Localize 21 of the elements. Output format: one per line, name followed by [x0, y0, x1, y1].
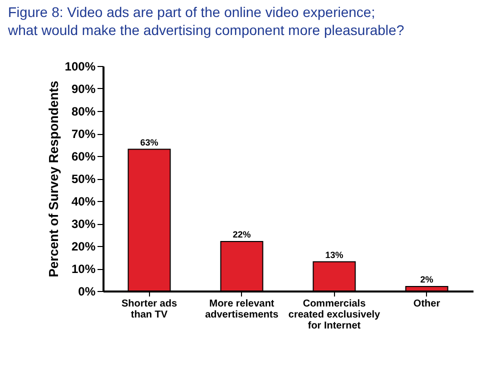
y-tick-label: 90% [71, 82, 96, 96]
y-tick-label: 80% [71, 104, 96, 118]
y-tick-label: 100% [64, 60, 96, 74]
data-label: 2% [420, 274, 434, 284]
x-tick-label: Commercials created exclusively for Internet [288, 298, 381, 332]
y-tick-label: 0% [78, 284, 96, 298]
x-tick-label: Other [413, 298, 440, 310]
y-axis-title: Percent of Survey Respondents [46, 80, 61, 278]
y-tick-label: 30% [71, 217, 96, 231]
y-tick-label: 40% [71, 194, 96, 208]
chart-title: Figure 8: Video ads are part of the online video experience; what would make the advertising component more pleasurable? [7, 4, 404, 38]
y-tick-label: 60% [71, 150, 96, 164]
y-tick-label: 10% [71, 262, 96, 276]
data-label: 13% [325, 250, 344, 260]
y-tick-label: 50% [71, 172, 96, 186]
x-tick-label: Shorter ads than TV [121, 298, 178, 320]
y-tick-label: 20% [71, 240, 96, 254]
data-label: 63% [140, 137, 158, 148]
data-label: 22% [232, 230, 251, 240]
y-tick-label: 70% [71, 127, 96, 141]
x-tick-label: More relevant advertisements [205, 298, 279, 320]
